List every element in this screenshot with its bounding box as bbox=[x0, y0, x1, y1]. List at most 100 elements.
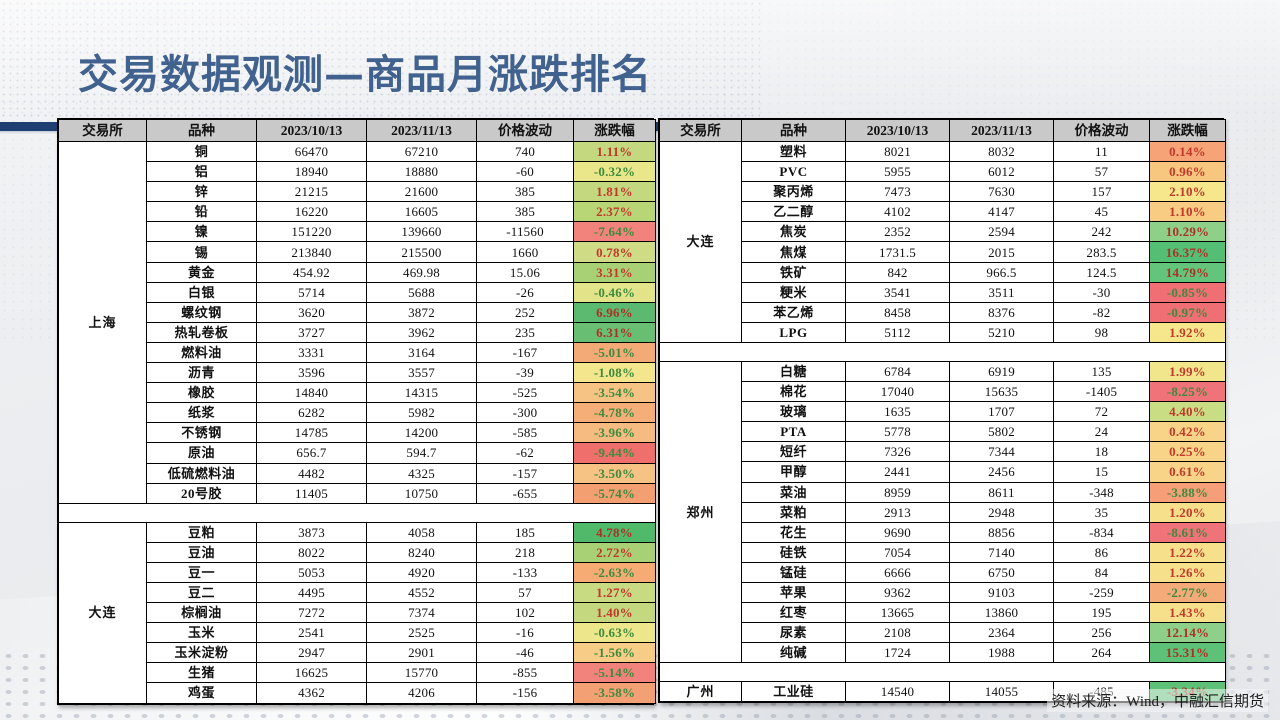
table-row: 苯乙烯 8458 8376 -82 -0.97% bbox=[660, 301, 1226, 323]
cell-price-change: -167 bbox=[476, 341, 574, 364]
table-row: LPG 5112 5210 98 1.92% bbox=[660, 321, 1226, 343]
cell-variety: 鸡蛋 bbox=[146, 682, 257, 704]
cell-exchange: 大连 bbox=[659, 141, 742, 343]
cell-variety: 苹果 bbox=[741, 581, 846, 604]
cell-pct-change: 2.37% bbox=[573, 201, 656, 223]
cell-variety: 锡 bbox=[146, 241, 257, 263]
cell-price-change: 235 bbox=[476, 321, 574, 343]
page-title: 交易数据观测—商品月涨跌排名 bbox=[78, 51, 652, 98]
cell-price-date2: 15770 bbox=[366, 662, 477, 684]
table-row: 燃料油 3331 3164 -167 -5.01% bbox=[59, 341, 656, 364]
cell-variety: 锰硅 bbox=[741, 561, 846, 583]
cell-price-date1: 3541 bbox=[845, 281, 950, 303]
cell-pct-change: 0.25% bbox=[1149, 441, 1226, 463]
table-row: 郑州 白糖 6784 6919 135 1.99% bbox=[659, 360, 1226, 664]
cell-variety: 纸浆 bbox=[146, 402, 257, 424]
cell-price-change: 57 bbox=[1053, 161, 1150, 183]
table-row: 苹果 9362 9103 -259 -2.77% bbox=[660, 581, 1226, 604]
cell-pct-change: 0.14% bbox=[1149, 140, 1226, 163]
table-row: 锡 213840 215500 1660 0.78% bbox=[59, 241, 656, 263]
cell-price-date1: 6666 bbox=[845, 561, 950, 583]
cell-price-date2: 4325 bbox=[366, 462, 477, 484]
cell-price-date2: 4147 bbox=[949, 201, 1054, 223]
cell-price-date1: 2441 bbox=[845, 461, 950, 483]
cell-variety: PTA bbox=[741, 421, 846, 443]
cell-variety: 燃料油 bbox=[146, 341, 257, 364]
cell-price-change: 195 bbox=[1053, 602, 1150, 624]
cell-variety: 塑料 bbox=[741, 140, 846, 163]
cell-pct-change: 4.40% bbox=[1149, 401, 1226, 423]
cell-variety: 棕榈油 bbox=[146, 602, 257, 624]
cell-variety: 豆粕 bbox=[146, 521, 257, 543]
cell-price-date2: 18880 bbox=[366, 161, 477, 183]
cell-pct-change: -1.08% bbox=[573, 362, 656, 384]
table-row: 玻璃 1635 1707 72 4.40% bbox=[660, 401, 1226, 423]
table-row: 螺纹钢 3620 3872 252 6.96% bbox=[59, 301, 656, 323]
source-note: 资料来源：Wind，中融汇信期货 bbox=[1047, 689, 1268, 712]
cell-pct-change: 4.78% bbox=[573, 521, 656, 543]
cell-price-date2: 966.5 bbox=[949, 261, 1054, 283]
cell-pct-change: 1.40% bbox=[573, 602, 656, 624]
cell-variety: 白糖 bbox=[741, 360, 846, 383]
cell-price-change: 385 bbox=[476, 181, 574, 203]
cell-price-change: -1405 bbox=[1053, 381, 1150, 403]
table-row: 原油 656.7 594.7 -62 -9.44% bbox=[59, 442, 656, 464]
cell-price-change: -30 bbox=[1053, 281, 1150, 303]
table-row: 镍 151220 139660 -11560 -7.64% bbox=[59, 221, 656, 243]
table-row: 棕榈油 7272 7374 102 1.40% bbox=[59, 602, 656, 624]
cell-variety: 生猪 bbox=[146, 662, 257, 684]
cell-price-change: 135 bbox=[1053, 360, 1150, 383]
cell-price-date1: 8458 bbox=[845, 301, 950, 323]
cell-price-date1: 7473 bbox=[845, 181, 950, 203]
cell-price-date2: 4552 bbox=[366, 581, 477, 604]
cell-variety: 不锈钢 bbox=[146, 422, 257, 444]
cell-variety: 苯乙烯 bbox=[741, 301, 846, 323]
left-data-table: 交易所 品种 2023/10/13 2023/11/13 价格波动 涨跌幅 上海… bbox=[58, 119, 656, 704]
cell-pct-change: -5.74% bbox=[573, 482, 656, 504]
cell-pct-change: -0.46% bbox=[573, 281, 656, 303]
cell-price-change: 11 bbox=[1053, 140, 1150, 163]
cell-pct-change: 1.26% bbox=[1149, 561, 1226, 583]
cell-pct-change: 0.61% bbox=[1149, 461, 1226, 483]
cell-variety: 工业硅 bbox=[741, 681, 846, 703]
table-row: 菜粕 2913 2948 35 1.20% bbox=[660, 501, 1226, 523]
table-row: 焦煤 1731.5 2015 283.5 16.37% bbox=[660, 241, 1226, 263]
cell-price-change: 15.06 bbox=[476, 261, 574, 283]
cell-variety: 菜油 bbox=[741, 481, 846, 503]
table-row: 乙二醇 4102 4147 45 1.10% bbox=[660, 201, 1226, 223]
cell-price-date1: 4495 bbox=[256, 581, 367, 604]
table-row: 花生 9690 8856 -834 -8.61% bbox=[660, 521, 1226, 543]
cell-price-date2: 14200 bbox=[366, 422, 477, 444]
cell-variety: 焦煤 bbox=[741, 241, 846, 263]
cell-exchange: 广州 bbox=[659, 681, 742, 703]
cell-price-change: 15 bbox=[1053, 461, 1150, 483]
table-row: 橡胶 14840 14315 -525 -3.54% bbox=[59, 382, 656, 404]
cell-price-date2: 469.98 bbox=[366, 261, 477, 283]
cell-price-date1: 18940 bbox=[256, 161, 367, 183]
table-row: 硅铁 7054 7140 86 1.22% bbox=[660, 541, 1226, 563]
cell-variety: 原油 bbox=[146, 442, 257, 464]
spacer-cell bbox=[58, 502, 656, 523]
cell-price-date1: 2947 bbox=[256, 642, 367, 664]
cell-price-date2: 8856 bbox=[949, 521, 1054, 543]
cell-price-date1: 16220 bbox=[256, 201, 367, 223]
cell-price-date1: 5053 bbox=[256, 561, 367, 583]
cell-price-date1: 5112 bbox=[845, 321, 950, 343]
right-table-body: 大连 塑料 8021 8032 11 0.14% PVC 5955 6012 57 0.96% 聚丙烯… bbox=[659, 140, 1226, 703]
cell-variety: 白银 bbox=[146, 281, 257, 303]
cell-price-date1: 11405 bbox=[256, 482, 367, 504]
cell-price-date2: 2364 bbox=[949, 622, 1054, 644]
cell-pct-change: 2.72% bbox=[573, 541, 656, 563]
cell-pct-change: -0.32% bbox=[573, 161, 656, 183]
cell-price-change: 102 bbox=[476, 602, 574, 624]
cell-pct-change: -0.63% bbox=[573, 622, 656, 644]
table-row: 大连 塑料 8021 8032 11 0.14% bbox=[659, 140, 1226, 343]
cell-price-date2: 14315 bbox=[366, 382, 477, 404]
cell-price-date1: 1731.5 bbox=[845, 241, 950, 263]
cell-pct-change: -0.85% bbox=[1149, 281, 1226, 303]
cell-price-change: -525 bbox=[476, 382, 574, 404]
cell-pct-change: 16.37% bbox=[1149, 241, 1226, 263]
cell-price-date2: 3962 bbox=[366, 321, 477, 343]
cell-variety: 玉米 bbox=[146, 622, 257, 644]
cell-price-change: 185 bbox=[476, 521, 574, 543]
